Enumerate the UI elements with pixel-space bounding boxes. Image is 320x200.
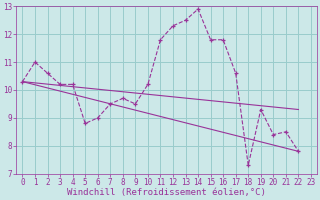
X-axis label: Windchill (Refroidissement éolien,°C): Windchill (Refroidissement éolien,°C) <box>67 188 266 197</box>
